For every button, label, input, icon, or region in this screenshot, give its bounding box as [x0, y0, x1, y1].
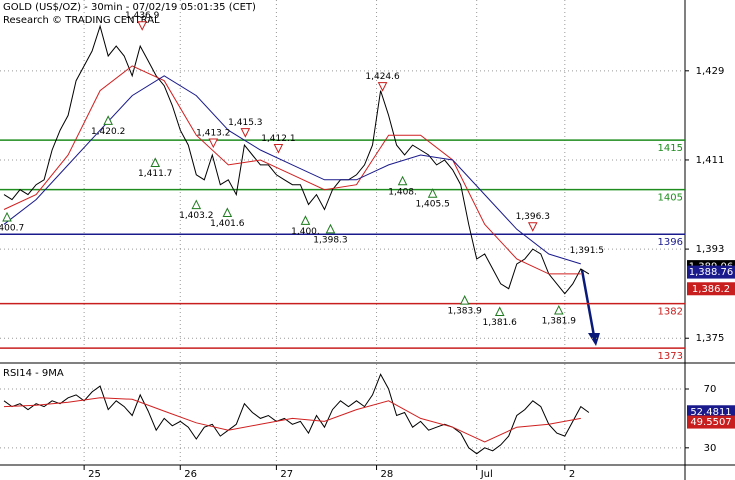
panel-title: RSI14 - 9MA: [3, 368, 64, 379]
high-marker: [137, 21, 148, 31]
x-tick-label: 27: [280, 469, 293, 480]
annotation-label: 1,424.6: [365, 72, 400, 82]
low-marker: [103, 115, 113, 125]
low-marker: [494, 306, 505, 317]
annotation-label: 1,415.3: [228, 118, 262, 128]
value-box-label: 52.4811: [690, 407, 731, 418]
y-tick-label: 1,393: [696, 244, 725, 255]
series-line: [3, 373, 590, 455]
low-marker: [325, 223, 336, 234]
level-label: 1382: [658, 307, 683, 318]
low-marker: [2, 211, 12, 222]
low-marker: [191, 199, 202, 210]
value-box: [687, 405, 735, 419]
x-tick-label: 26: [184, 469, 197, 480]
y-tick-label: 70: [704, 384, 717, 395]
high-marker: [377, 82, 388, 92]
y-tick-label: 1,375: [696, 333, 725, 344]
annotation-label: 1,420.2: [91, 127, 125, 137]
high-marker: [240, 128, 251, 138]
x-tick-label: Jul: [480, 469, 493, 480]
value-box-label: 1,386.2: [692, 284, 730, 295]
annotation-label: 1,398.3: [313, 235, 347, 245]
annotation-label: 1,411.7: [138, 169, 172, 179]
forecast-arrow-head: [588, 333, 600, 346]
y-tick-label: 30: [704, 443, 717, 454]
x-tick-label: 28: [381, 469, 394, 480]
low-marker: [427, 188, 438, 198]
annotation-label: 1,400.: [291, 227, 320, 237]
annotation-label: 1,403.2: [179, 211, 213, 221]
plot-bg: [0, 0, 685, 465]
level-label: 1415: [658, 143, 683, 154]
annotation-label: 1,413.2: [196, 129, 230, 139]
series-line: [3, 397, 581, 443]
value-box-label: 1,388.76: [689, 267, 734, 278]
low-marker: [554, 304, 564, 315]
series-line: [3, 65, 581, 275]
annotation-label: 1,383.9: [447, 307, 482, 317]
low-marker: [397, 175, 408, 186]
high-marker: [208, 138, 219, 149]
value-box: [687, 282, 735, 296]
value-box: [687, 265, 735, 279]
annotation-label: 1,391.5: [570, 246, 604, 256]
low-marker: [300, 215, 311, 225]
annotation-label: 1,405.5: [415, 200, 449, 210]
series-line: [3, 24, 590, 295]
high-marker: [273, 144, 284, 154]
annotation-label: 1,401.6: [210, 219, 245, 229]
chart-subtitle: Research © TRADING CENTRAL: [3, 15, 160, 26]
y-tick-label: 1,429: [696, 66, 725, 77]
y-tick-label: 1,411: [696, 155, 725, 166]
annotation-label: 1,412.1: [261, 134, 295, 144]
value-box-label: 49.5507: [690, 417, 731, 428]
annotation-label: 1,436.9: [125, 11, 160, 21]
annotation-label: 1,381.9: [542, 317, 577, 327]
low-marker: [222, 207, 233, 218]
x-tick-label: 2: [569, 469, 575, 480]
high-marker: [527, 222, 538, 232]
level-label: 1373: [658, 351, 683, 362]
value-box: [687, 415, 735, 429]
low-marker: [459, 295, 470, 305]
x-tick-label: 25: [88, 469, 101, 480]
annotation-label: 1,396.3: [516, 212, 550, 222]
level-label: 1405: [658, 193, 683, 204]
series-line: [3, 75, 581, 265]
annotation-label: 1,381.6: [483, 318, 518, 328]
low-marker: [150, 157, 161, 167]
annotation-label: 1,408.: [388, 187, 417, 197]
chart-title: GOLD (US$/OZ) - 30min - 07/02/19 05:01:3…: [3, 2, 256, 13]
level-label: 1396: [658, 237, 683, 248]
annotation-label: 1,400.7: [0, 223, 24, 233]
